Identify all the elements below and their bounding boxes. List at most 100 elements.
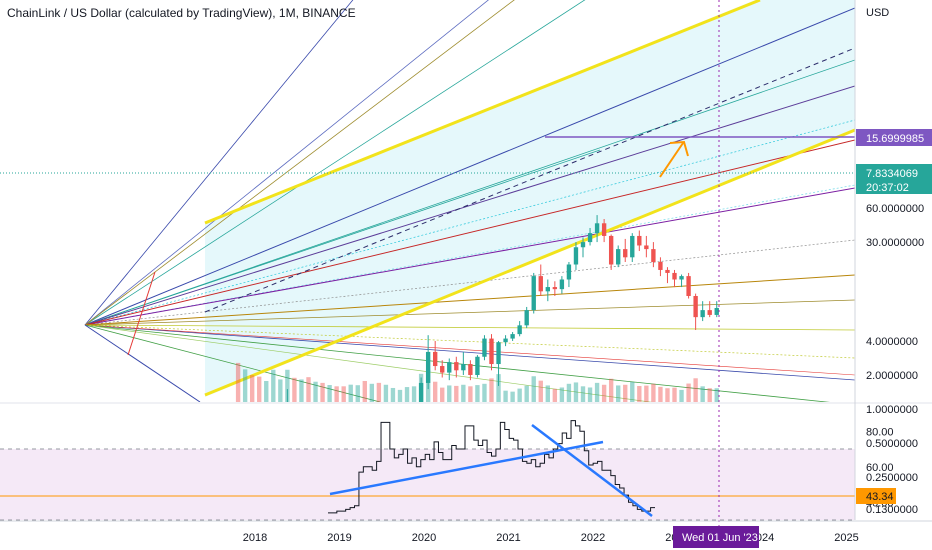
fan-line [84, 324, 201, 402]
candle-body [510, 334, 515, 339]
indicator-badge: 43.34 [856, 488, 896, 504]
volume-bar [566, 383, 572, 402]
candle-body [398, 436, 402, 441]
fan-line [84, 239, 855, 326]
indicator-line [328, 420, 655, 514]
time-axis[interactable]: 20182019202020212022202320242025 [0, 520, 932, 544]
volume-bar [707, 388, 712, 402]
fan-line [84, 299, 855, 326]
gann-fan [84, 0, 855, 402]
volume-bar [348, 384, 353, 402]
volume-bar [714, 388, 719, 402]
candle-body [412, 420, 416, 430]
volume-bar [580, 386, 586, 402]
volume-bar [510, 391, 515, 402]
volume-bar [679, 389, 684, 402]
volume-bar [531, 376, 536, 402]
projection-arrow-head [669, 140, 689, 157]
fan-line [84, 119, 855, 326]
volume-bar [341, 386, 346, 402]
candle-body [425, 351, 431, 383]
price-tick-label: 0.1300000 [866, 504, 918, 516]
candle-body [672, 272, 677, 280]
volume-bar [433, 381, 438, 402]
price-tick-label: 2.0000000 [866, 370, 918, 382]
candle-body [285, 427, 289, 435]
volume-bar [404, 387, 410, 402]
fan-line [84, 0, 586, 326]
volume-bar [468, 386, 473, 402]
date-badge: Wed 01 Jun '23 [673, 526, 759, 548]
volume-bar [630, 381, 635, 402]
volume-bar [665, 388, 670, 402]
volume-bar [440, 387, 445, 402]
candle-body [552, 287, 558, 290]
price-axis[interactable]: USD 120.000000060.000000030.00000004.000… [854, 0, 930, 520]
fan-radius-line [127, 271, 156, 356]
fan-line [84, 324, 855, 331]
candle-body [482, 338, 487, 357]
volume-bar [552, 388, 558, 402]
candle-body [440, 366, 445, 373]
candle-body [608, 235, 614, 265]
volume-bar [454, 385, 459, 402]
level-badge-text: 15.6999985 [866, 133, 924, 145]
candle-body [665, 269, 670, 273]
volume-bar [623, 384, 628, 402]
indicator-tick-label: 60.00 [866, 462, 894, 474]
time-tick-label: 2022 [581, 532, 605, 544]
channel-upper-line [204, 0, 761, 225]
volume-bar [637, 385, 642, 402]
fan-line [84, 324, 381, 402]
volume-bar [503, 390, 508, 402]
level-badge: 15.6999985 [856, 129, 932, 146]
volume-bar [545, 385, 550, 402]
candle-body [531, 276, 536, 311]
volume-bar [475, 385, 480, 402]
projection-arrow [659, 142, 684, 178]
candle-body [651, 249, 656, 262]
candle-body [637, 235, 642, 246]
volume-bar [249, 375, 255, 402]
volume-bar [355, 385, 360, 402]
fan-line [84, 59, 855, 326]
regression-channel-fill [205, 0, 855, 397]
indicator-band [0, 449, 855, 520]
candle-body [594, 223, 600, 234]
candle-body [587, 233, 593, 243]
volume-bar [686, 383, 691, 402]
volume-bar [327, 385, 332, 402]
time-tick-label: 2019 [327, 532, 351, 544]
volume-bar [517, 388, 522, 402]
price-axis-currency: USD [866, 7, 889, 19]
candle-body [679, 276, 684, 280]
volume-bar [496, 374, 501, 402]
price-badge: 7.8334069 20:37:02 [856, 164, 932, 194]
volume-bar [447, 385, 452, 402]
candle-body [503, 338, 508, 343]
candle-body [686, 276, 691, 296]
date-badge-text: Wed 01 Jun '23 [682, 532, 758, 544]
candle-body [623, 249, 628, 258]
volume-bar [390, 387, 396, 402]
volume-bar [235, 362, 241, 402]
volume-bar [369, 383, 375, 402]
candle-body [714, 308, 719, 315]
candle-body [433, 351, 438, 367]
fan-line [84, 324, 855, 376]
time-tick-label: 2018 [243, 532, 267, 544]
volume-bar [559, 387, 565, 402]
indicator-trendline-up [329, 440, 604, 496]
indicator-tick-label: 80.00 [866, 426, 894, 438]
candle-body [630, 235, 635, 258]
candles [285, 215, 719, 441]
candle-body [418, 382, 424, 402]
volume-bar [334, 386, 339, 402]
volume-bar [362, 380, 367, 402]
volume-bar [489, 378, 494, 402]
candle-body [573, 247, 579, 265]
volume-bar [601, 384, 607, 402]
time-tick-label: 2021 [496, 532, 520, 544]
candle-body [559, 279, 565, 290]
